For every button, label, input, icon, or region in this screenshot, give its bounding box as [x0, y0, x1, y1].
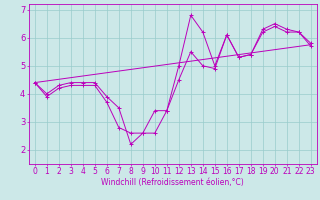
X-axis label: Windchill (Refroidissement éolien,°C): Windchill (Refroidissement éolien,°C) [101, 178, 244, 187]
